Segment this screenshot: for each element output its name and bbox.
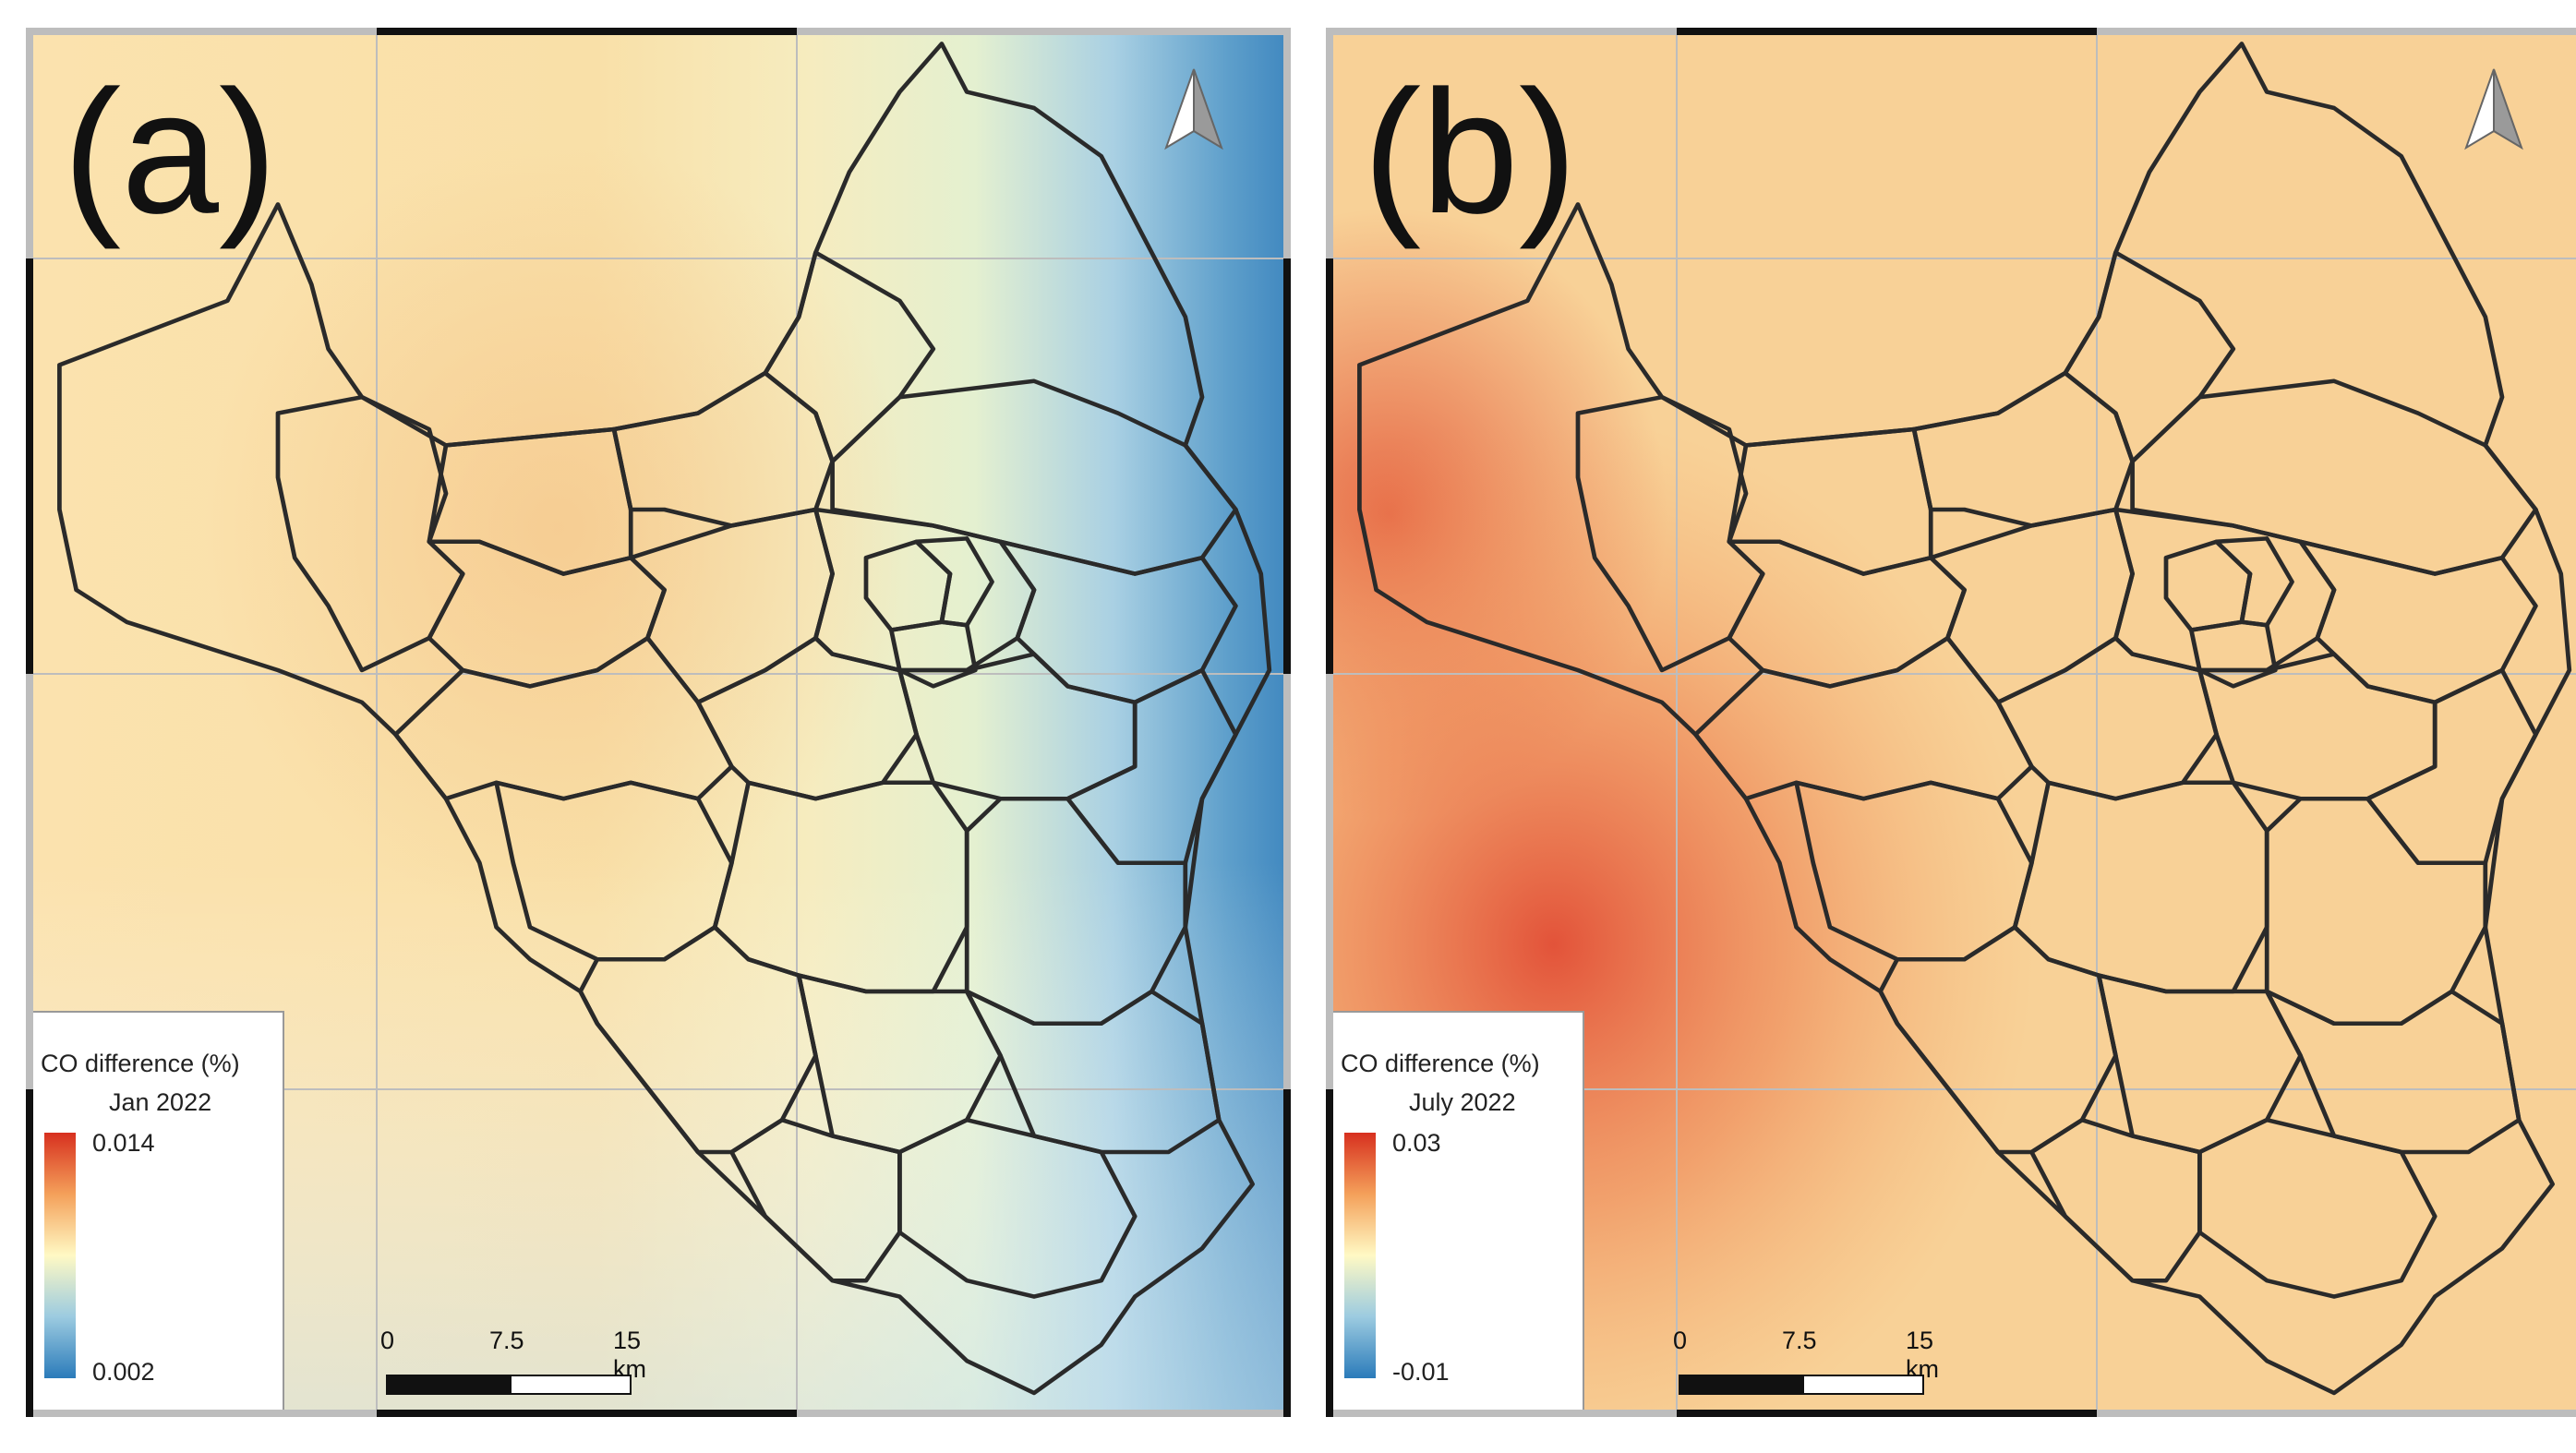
north-arrow-icon bbox=[1164, 68, 1223, 150]
legend-min-value: -0.01 bbox=[1392, 1358, 1450, 1386]
map-panel-a: (a) CO difference (%) Jan 2022 0.014 0.0… bbox=[26, 28, 1291, 1417]
legend-max-value: 0.014 bbox=[92, 1129, 155, 1157]
scale-tick-2: 15 km bbox=[1906, 1327, 1939, 1383]
panel-label: (a) bbox=[63, 54, 278, 250]
color-ramp bbox=[44, 1133, 76, 1378]
legend-max-value: 0.03 bbox=[1392, 1129, 1441, 1157]
panel-label: (b) bbox=[1363, 54, 1578, 250]
legend-period: Jan 2022 bbox=[109, 1088, 212, 1116]
scale-tick-1: 7.5 bbox=[489, 1327, 524, 1354]
legend-min-value: 0.002 bbox=[92, 1358, 155, 1386]
scale-tick-0: 0 bbox=[1673, 1327, 1688, 1354]
legend-title: CO difference (%) bbox=[41, 1050, 240, 1077]
legend-period: July 2022 bbox=[1409, 1088, 1516, 1116]
scale-bar: 0 7.5 15 km bbox=[1673, 1327, 1956, 1400]
co-difference-map-b bbox=[1326, 28, 2576, 1417]
legend: CO difference (%) Jan 2022 0.014 0.002 bbox=[33, 1011, 284, 1410]
legend-title: CO difference (%) bbox=[1341, 1050, 1540, 1077]
scale-tick-0: 0 bbox=[380, 1327, 395, 1354]
color-ramp bbox=[1344, 1133, 1376, 1378]
map-panel-b: (b) CO difference (%) July 2022 0.03 -0.… bbox=[1326, 28, 2576, 1417]
scale-bar: 0 7.5 15 km bbox=[380, 1327, 663, 1400]
co-difference-map-a bbox=[26, 28, 1291, 1417]
scale-tick-1: 7.5 bbox=[1782, 1327, 1817, 1354]
legend: CO difference (%) July 2022 0.03 -0.01 bbox=[1333, 1011, 1584, 1410]
north-arrow-icon bbox=[2464, 68, 2523, 150]
